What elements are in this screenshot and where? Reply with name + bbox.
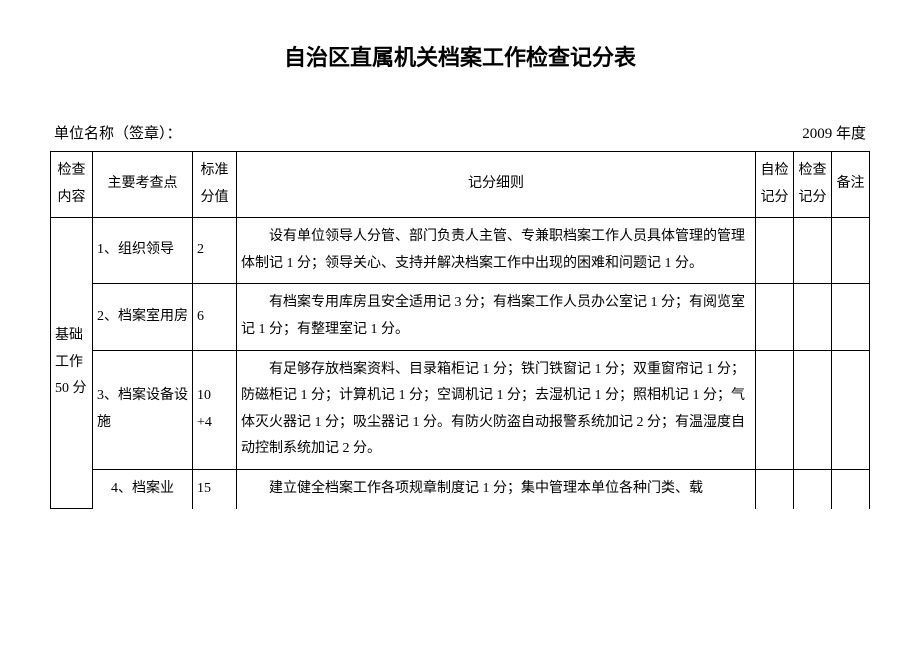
- score-cell: 10 +4: [193, 350, 237, 469]
- self-cell: [756, 350, 794, 469]
- detail-text: 有档案专用库房且安全适用记 3 分；有档案工作人员办公室记 1 分；有阅览室记 …: [241, 290, 751, 343]
- point-cell: 1、组织领导: [93, 218, 193, 284]
- table-header-row: 检查内容 主要考查点 标准分值 记分细则 自检记分 检查记分 备注: [51, 152, 870, 218]
- score-table: 检查内容 主要考查点 标准分值 记分细则 自检记分 检查记分 备注 基础工作50…: [50, 151, 870, 509]
- category-cell: 基础工作50 分: [51, 218, 93, 509]
- unit-label: 单位名称（签章）：: [54, 122, 182, 143]
- check-cell: [794, 218, 832, 284]
- point-cell: 2、档案室用房: [93, 284, 193, 350]
- header-detail: 记分细则: [237, 152, 756, 218]
- meta-row: 单位名称（签章）： 2009 年度: [50, 122, 870, 143]
- detail-text: 有足够存放档案资料、目录箱柜记 1 分；铁门铁窗记 1 分；双重窗帘记 1 分；…: [241, 357, 751, 463]
- table-row: 4、档案业 15 建立健全档案工作各项规章制度记 1 分；集中管理本单位各种门类…: [51, 469, 870, 508]
- score-cell: 2: [193, 218, 237, 284]
- table-row: 2、档案室用房 6 有档案专用库房且安全适用记 3 分；有档案工作人员办公室记 …: [51, 284, 870, 350]
- check-cell: [794, 350, 832, 469]
- note-cell: [832, 284, 870, 350]
- header-category: 检查内容: [51, 152, 93, 218]
- check-cell: [794, 469, 832, 508]
- detail-cell: 建立健全档案工作各项规章制度记 1 分；集中管理本单位各种门类、载: [237, 469, 756, 508]
- self-cell: [756, 284, 794, 350]
- score-cell: 6: [193, 284, 237, 350]
- header-point: 主要考查点: [93, 152, 193, 218]
- detail-text: 设有单位领导人分管、部门负责人主管、专兼职档案工作人员具体管理的管理体制记 1 …: [241, 224, 751, 277]
- detail-cell: 有足够存放档案资料、目录箱柜记 1 分；铁门铁窗记 1 分；双重窗帘记 1 分；…: [237, 350, 756, 469]
- detail-text: 建立健全档案工作各项规章制度记 1 分；集中管理本单位各种门类、载: [241, 476, 751, 503]
- self-cell: [756, 218, 794, 284]
- detail-cell: 设有单位领导人分管、部门负责人主管、专兼职档案工作人员具体管理的管理体制记 1 …: [237, 218, 756, 284]
- table-row: 基础工作50 分 1、组织领导 2 设有单位领导人分管、部门负责人主管、专兼职档…: [51, 218, 870, 284]
- detail-cell: 有档案专用库房且安全适用记 3 分；有档案工作人员办公室记 1 分；有阅览室记 …: [237, 284, 756, 350]
- page-title: 自治区直属机关档案工作检查记分表: [50, 40, 870, 72]
- point-cell: 4、档案业: [93, 469, 193, 508]
- check-cell: [794, 284, 832, 350]
- header-note: 备注: [832, 152, 870, 218]
- header-check: 检查记分: [794, 152, 832, 218]
- score-cell: 15: [193, 469, 237, 508]
- note-cell: [832, 218, 870, 284]
- header-self: 自检记分: [756, 152, 794, 218]
- table-row: 3、档案设备设施 10 +4 有足够存放档案资料、目录箱柜记 1 分；铁门铁窗记…: [51, 350, 870, 469]
- note-cell: [832, 350, 870, 469]
- note-cell: [832, 469, 870, 508]
- self-cell: [756, 469, 794, 508]
- header-std-score: 标准分值: [193, 152, 237, 218]
- point-cell: 3、档案设备设施: [93, 350, 193, 469]
- year-label: 2009 年度: [802, 122, 866, 143]
